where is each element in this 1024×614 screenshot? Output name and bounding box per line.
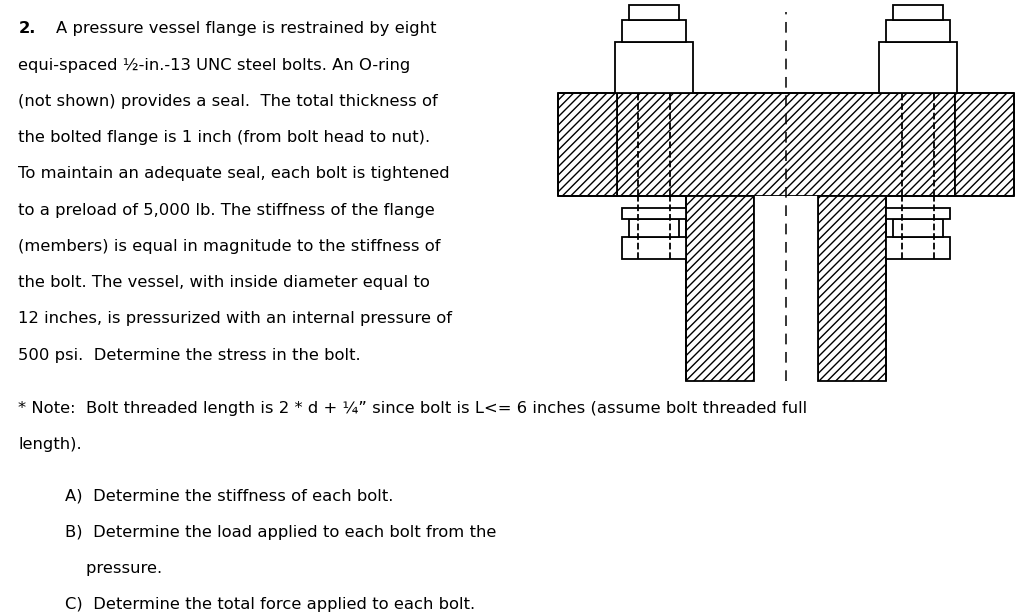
Text: To maintain an adequate seal, each bolt is tightened: To maintain an adequate seal, each bolt … — [18, 166, 451, 181]
Text: to a preload of 5,000 lb. The stiffness of the flange: to a preload of 5,000 lb. The stiffness … — [18, 203, 435, 217]
Text: * Note:  Bolt threaded length is 2 * d + ¼” since bolt is L<= 6 inches (assume b: * Note: Bolt threaded length is 2 * d + … — [18, 401, 808, 416]
Bar — [954, 93, 1014, 196]
Text: (not shown) provides a seal.  The total thickness of: (not shown) provides a seal. The total t… — [18, 94, 438, 109]
Text: B)  Determine the load applied to each bolt from the: B) Determine the load applied to each bo… — [65, 525, 496, 540]
Bar — [893, 5, 943, 20]
Bar — [686, 196, 754, 381]
Text: (members) is equal in magnitude to the stiffness of: (members) is equal in magnitude to the s… — [18, 239, 441, 254]
Bar — [615, 42, 692, 93]
Bar — [617, 93, 954, 196]
Bar — [887, 208, 950, 219]
Bar — [622, 237, 685, 259]
Text: 500 psi.  Determine the stress in the bolt.: 500 psi. Determine the stress in the bol… — [18, 348, 361, 362]
Bar — [558, 93, 617, 196]
Bar — [893, 219, 943, 237]
Text: pressure.: pressure. — [65, 561, 162, 576]
Text: the bolt. The vessel, with inside diameter equal to: the bolt. The vessel, with inside diamet… — [18, 275, 430, 290]
Text: 12 inches, is pressurized with an internal pressure of: 12 inches, is pressurized with an intern… — [18, 311, 453, 326]
Text: equi-spaced ½-in.-13 UNC steel bolts. An O-ring: equi-spaced ½-in.-13 UNC steel bolts. An… — [18, 58, 411, 72]
Text: A)  Determine the stiffness of each bolt.: A) Determine the stiffness of each bolt. — [65, 489, 393, 503]
Bar — [754, 196, 818, 381]
Bar — [818, 196, 886, 381]
Text: C)  Determine the total force applied to each bolt.: C) Determine the total force applied to … — [65, 597, 475, 612]
Bar — [622, 20, 685, 42]
Text: length).: length). — [18, 437, 82, 452]
Bar — [629, 5, 679, 20]
Bar — [887, 237, 950, 259]
Text: A pressure vessel flange is restrained by eight: A pressure vessel flange is restrained b… — [56, 21, 437, 36]
Text: 2.: 2. — [18, 21, 36, 36]
Text: the bolted flange is 1 inch (from bolt head to nut).: the bolted flange is 1 inch (from bolt h… — [18, 130, 430, 145]
Bar — [629, 219, 679, 237]
Bar — [887, 20, 950, 42]
Bar — [880, 42, 956, 93]
Bar — [622, 208, 685, 219]
